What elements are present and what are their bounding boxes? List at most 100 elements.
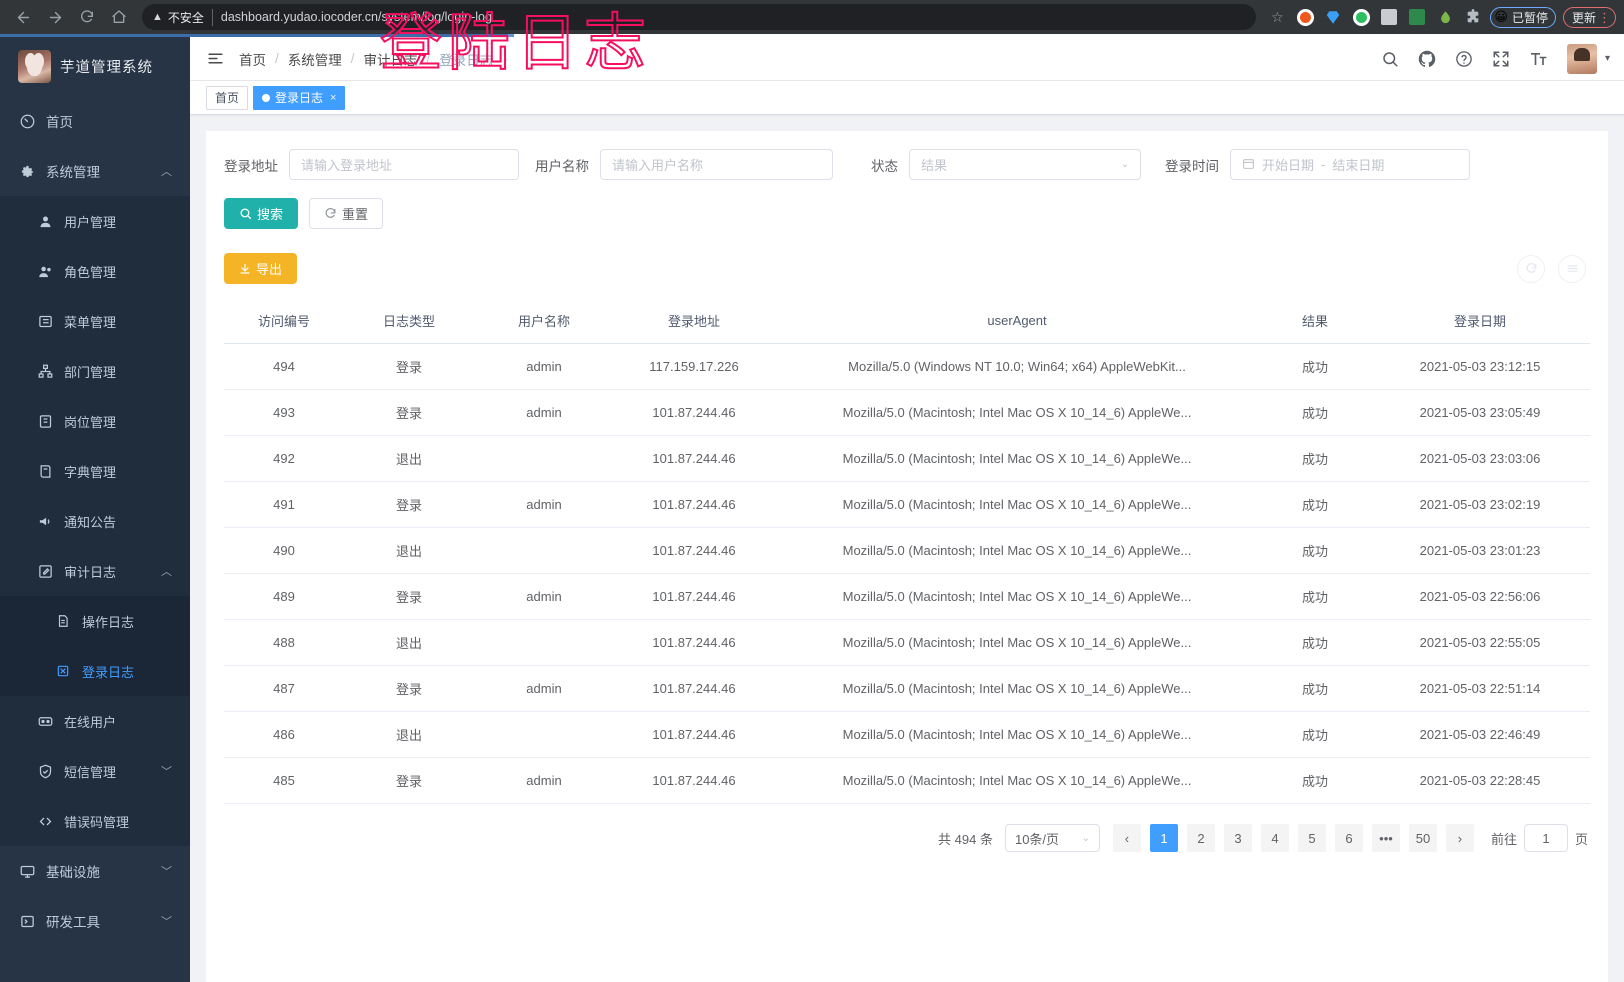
extension-notes-icon[interactable]: [1376, 4, 1402, 30]
pagination-prev[interactable]: ‹: [1112, 824, 1141, 852]
col-header-ip[interactable]: 登录地址: [614, 298, 774, 344]
sidebar-item-在线用户[interactable]: 在线用户: [0, 696, 190, 746]
extension-wechat-icon[interactable]: [1348, 4, 1374, 30]
table-row[interactable]: 487 登录 admin 101.87.244.46 Mozilla/5.0 (…: [224, 665, 1590, 712]
pagination-page-50[interactable]: 50: [1408, 824, 1437, 852]
table-row[interactable]: 493 登录 admin 101.87.244.46 Mozilla/5.0 (…: [224, 389, 1590, 436]
export-button-label: 导出: [256, 262, 283, 277]
question-circle-icon[interactable]: [1455, 50, 1473, 68]
cell-id: 488: [224, 619, 344, 666]
avatar[interactable]: [1566, 43, 1597, 74]
tag-item-1[interactable]: 登录日志 ×: [253, 85, 346, 110]
sidebar-item-错误码管理[interactable]: 错误码管理: [0, 796, 190, 846]
export-button[interactable]: 导出: [224, 253, 298, 284]
cell-id: 493: [224, 389, 344, 436]
sidebar-item-岗位管理[interactable]: 岗位管理: [0, 396, 190, 446]
cell-useragent: Mozilla/5.0 (Macintosh; Intel Mac OS X 1…: [774, 665, 1260, 712]
font-size-icon[interactable]: [1529, 50, 1548, 68]
sidebar-item-操作日志[interactable]: 操作日志: [0, 596, 190, 646]
logo-image: [18, 50, 51, 83]
table-row[interactable]: 492 退出 101.87.244.46 Mozilla/5.0 (Macint…: [224, 435, 1590, 482]
sidebar-item-基础设施[interactable]: 基础设施 ﹀: [0, 846, 190, 896]
refresh-circle-icon[interactable]: [1517, 254, 1545, 283]
pagination-page-2[interactable]: 2: [1186, 824, 1215, 852]
extension-puzzle-icon[interactable]: [1460, 4, 1486, 30]
top-navbar: 首页 / 系统管理 / 审计日志 / 登录日志 ▾: [190, 37, 1624, 81]
close-icon[interactable]: ×: [330, 91, 337, 104]
username-input[interactable]: 请输入用户名称: [600, 149, 833, 180]
col-header-type[interactable]: 日志类型: [344, 298, 474, 344]
sidebar-item-菜单管理[interactable]: 菜单管理: [0, 296, 190, 346]
back-arrow-icon[interactable]: [8, 2, 38, 32]
fullscreen-icon[interactable]: [1492, 50, 1510, 68]
breadcrumb-item-0[interactable]: 首页: [239, 52, 266, 68]
reset-button[interactable]: 重置: [309, 198, 384, 229]
star-icon[interactable]: ☆: [1271, 8, 1284, 25]
extension-orange-icon[interactable]: [1292, 4, 1318, 30]
sidebar-item-角色管理[interactable]: 角色管理: [0, 246, 190, 296]
cell-user: [474, 711, 614, 758]
chevron-down-icon: ﹀: [161, 766, 172, 778]
pagination-page-6[interactable]: 6: [1334, 824, 1363, 852]
sidebar-item-部门管理[interactable]: 部门管理: [0, 346, 190, 396]
chevron-down-icon[interactable]: ▾: [1604, 53, 1610, 64]
search-icon[interactable]: [1381, 50, 1399, 68]
col-header-useragent[interactable]: userAgent: [774, 298, 1260, 344]
forward-arrow-icon[interactable]: [40, 2, 70, 32]
paused-status-pill[interactable]: 😀 已暂停: [1490, 6, 1556, 28]
table-row[interactable]: 491 登录 admin 101.87.244.46 Mozilla/5.0 (…: [224, 481, 1590, 528]
table-row[interactable]: 490 退出 101.87.244.46 Mozilla/5.0 (Macint…: [224, 527, 1590, 574]
pagination-page-3[interactable]: 3: [1223, 824, 1252, 852]
pagination-page-•••[interactable]: •••: [1371, 824, 1400, 852]
breadcrumb-item-2[interactable]: 审计日志: [363, 52, 418, 68]
extension-diamond-icon[interactable]: [1320, 4, 1346, 30]
table-row[interactable]: 494 登录 admin 117.159.17.226 Mozilla/5.0 …: [224, 343, 1590, 390]
pagination-page-5[interactable]: 5: [1297, 824, 1326, 852]
table-row[interactable]: 488 退出 101.87.244.46 Mozilla/5.0 (Macint…: [224, 619, 1590, 666]
column-settings-icon[interactable]: [1558, 254, 1586, 283]
pagination-page-1[interactable]: 1: [1149, 824, 1178, 852]
url-text: dashboard.yudao.iocoder.cn/system/log/lo…: [220, 10, 492, 24]
extension-green-icon[interactable]: [1432, 4, 1458, 30]
table-row[interactable]: 486 退出 101.87.244.46 Mozilla/5.0 (Macint…: [224, 711, 1590, 758]
sidebar-item-短信管理[interactable]: 短信管理 ﹀: [0, 746, 190, 796]
kebab-menu-icon[interactable]: ⋮: [1598, 9, 1611, 25]
col-header-id[interactable]: 访问编号: [224, 298, 344, 344]
extension-on-badge-icon[interactable]: [1404, 4, 1430, 30]
sidebar-item-审计日志[interactable]: 审计日志 ︿: [0, 546, 190, 596]
cell-id: 489: [224, 573, 344, 620]
login-address-input[interactable]: 请输入登录地址: [289, 149, 519, 180]
jump-input[interactable]: 1: [1523, 824, 1568, 852]
github-icon[interactable]: [1418, 50, 1436, 68]
cell-date: 2021-05-03 23:01:23: [1370, 527, 1590, 574]
pagination: 共 494 条 10条/页 ⌄ ‹ 1 2 3 4 5 6 ••• 50 › 前往 1 页: [224, 804, 1590, 866]
home-icon[interactable]: [104, 2, 134, 32]
filter-login-address-label: 登录地址: [224, 158, 278, 174]
col-header-user[interactable]: 用户名称: [474, 298, 614, 344]
cell-date: 2021-05-03 23:05:49: [1370, 389, 1590, 436]
sidebar-item-首页[interactable]: 首页: [0, 96, 190, 146]
pagination-page-4[interactable]: 4: [1260, 824, 1289, 852]
sidebar-item-登录日志[interactable]: 登录日志: [0, 646, 190, 696]
col-header-result[interactable]: 结果: [1260, 298, 1370, 344]
hamburger-icon[interactable]: [206, 50, 225, 67]
status-select[interactable]: 结果 ⌄: [909, 149, 1141, 180]
sidebar-item-用户管理[interactable]: 用户管理: [0, 196, 190, 246]
breadcrumb-item-1[interactable]: 系统管理: [287, 52, 342, 68]
sidebar-logo[interactable]: 芋道管理系统: [0, 37, 190, 96]
sidebar-item-研发工具[interactable]: 研发工具 ﹀: [0, 896, 190, 946]
address-bar[interactable]: ▲ 不安全 dashboard.yudao.iocoder.cn/system/…: [142, 4, 1257, 30]
table-row[interactable]: 485 登录 admin 101.87.244.46 Mozilla/5.0 (…: [224, 757, 1590, 804]
sidebar-item-通知公告[interactable]: 通知公告: [0, 496, 190, 546]
pagination-next[interactable]: ›: [1445, 824, 1474, 852]
login-time-daterange[interactable]: 开始日期 - 结束日期: [1230, 149, 1470, 180]
update-button[interactable]: 更新 ⋮: [1562, 6, 1616, 28]
col-header-date[interactable]: 登录日期: [1370, 298, 1590, 344]
tag-item-0[interactable]: 首页: [206, 85, 249, 110]
reload-icon[interactable]: [72, 2, 102, 32]
search-button[interactable]: 搜索: [224, 198, 299, 229]
sidebar-item-字典管理[interactable]: 字典管理: [0, 446, 190, 496]
sidebar-item-系统管理[interactable]: 系统管理 ︿: [0, 146, 190, 196]
page-size-select[interactable]: 10条/页 ⌄: [1004, 824, 1100, 852]
table-row[interactable]: 489 登录 admin 101.87.244.46 Mozilla/5.0 (…: [224, 573, 1590, 620]
